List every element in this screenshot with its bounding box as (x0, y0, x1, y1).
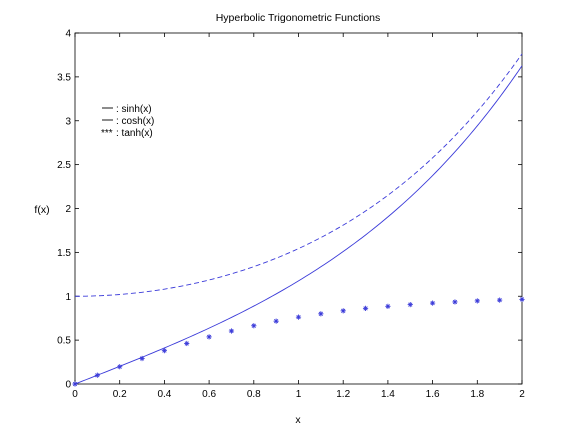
x-tick-label: 1.6 (426, 389, 440, 400)
y-tick-label: 2.5 (57, 160, 71, 171)
tanh-marker (318, 311, 324, 317)
x-tick-label: 1.4 (381, 389, 395, 400)
tanh-marker (161, 348, 167, 354)
x-axis-ticks: 0 0.2 0.4 0.6 0.8 1 1.2 1.4 1.6 1.8 2 (72, 33, 525, 400)
legend-label-sinh: : sinh(x) (116, 104, 152, 115)
tanh-marker (474, 298, 480, 304)
x-axis-label: x (295, 414, 301, 426)
y-tick-label: 2 (65, 204, 71, 215)
plot-frame (74, 32, 523, 385)
y-axis-label: f(x) (34, 204, 49, 216)
y-tick-label: 0 (65, 380, 71, 391)
x-tick-label: 0.6 (202, 389, 216, 400)
x-tick-label: 2 (519, 389, 525, 400)
y-tick-label: 3 (65, 116, 71, 127)
x-tick-label: 0.8 (247, 389, 261, 400)
tanh-marker (117, 364, 123, 370)
y-tick-label: 1 (65, 292, 71, 303)
tanh-marker (385, 303, 391, 309)
x-tick-label: 1.8 (470, 389, 484, 400)
tanh-marker (273, 318, 279, 324)
tanh-marker (228, 328, 235, 334)
y-tick-label: 3.5 (57, 72, 71, 83)
y-tick-label: 1.5 (57, 248, 71, 259)
tanh-marker (430, 300, 436, 306)
sinh-line (74, 65, 523, 385)
x-tick-label: 0.4 (157, 389, 171, 400)
legend-label-cosh: : cosh(x) (116, 116, 154, 127)
y-axis-ticks: 0 0.5 1 1.5 2 2.5 3 3.5 4 (57, 29, 522, 391)
tanh-marker (139, 355, 145, 362)
x-tick-label: 0.2 (113, 389, 127, 400)
tanh-marker (206, 334, 212, 340)
tanh-marker (184, 340, 190, 347)
tanh-marker (295, 314, 302, 320)
cosh-line (74, 53, 523, 297)
tanh-marker (407, 301, 413, 308)
y-tick-label: 0.5 (57, 336, 71, 347)
series-layer (72, 53, 525, 387)
tanh-marker (72, 381, 78, 387)
x-tick-label: 0 (72, 389, 78, 400)
legend: : sinh(x) : cosh(x) *** : tanh(x) (101, 104, 154, 139)
tanh-marker (340, 308, 346, 314)
tanh-marker (519, 296, 525, 303)
tanh-marker (497, 297, 503, 303)
y-tick-label: 4 (65, 29, 71, 40)
tanh-marker (362, 305, 369, 311)
legend-marker-tanh: *** (101, 128, 113, 139)
tanh-marker (251, 323, 257, 329)
tanh-marker (94, 372, 100, 378)
x-tick-label: 1 (296, 389, 302, 400)
legend-label-tanh: : tanh(x) (116, 128, 153, 139)
chart-title: Hyperbolic Trigonometric Functions (216, 12, 381, 24)
tanh-marker (452, 299, 458, 305)
x-tick-label: 1.2 (336, 389, 350, 400)
